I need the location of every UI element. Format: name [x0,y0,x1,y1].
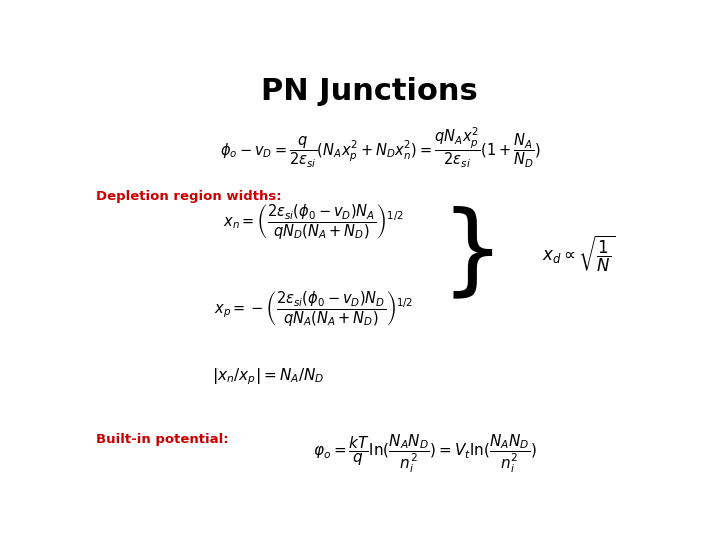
Text: $\phi_o - v_D = \dfrac{q}{2\varepsilon_{si}}(N_A x_p^2 + N_D x_n^2) = \dfrac{qN_: $\phi_o - v_D = \dfrac{q}{2\varepsilon_{… [220,125,541,170]
Text: Depletion region widths:: Depletion region widths: [96,190,282,202]
Text: }: } [441,206,504,302]
Text: PN Junctions: PN Junctions [261,77,477,106]
Text: $x_n = \left(\dfrac{2\varepsilon_{si}(\phi_0 - v_D)N_A}{qN_D(N_A + N_D)}\right)^: $x_n = \left(\dfrac{2\varepsilon_{si}(\p… [223,202,403,241]
Text: $\left|x_n / x_p\right| = N_A / N_D$: $\left|x_n / x_p\right| = N_A / N_D$ [212,366,325,387]
Text: $x_p = -\left(\dfrac{2\varepsilon_{si}(\phi_0 - v_D)N_D}{qN_A(N_A + N_D)}\right): $x_p = -\left(\dfrac{2\varepsilon_{si}(\… [214,289,413,328]
Text: Built-in potential:: Built-in potential: [96,433,228,446]
Text: $x_d \propto \sqrt{\dfrac{1}{N}}$: $x_d \propto \sqrt{\dfrac{1}{N}}$ [541,234,615,274]
Text: $\varphi_o = \dfrac{kT}{q}\ln(\dfrac{N_A N_D}{n_i^2}) = V_t \ln(\dfrac{N_A N_D}{: $\varphi_o = \dfrac{kT}{q}\ln(\dfrac{N_A… [312,433,537,475]
